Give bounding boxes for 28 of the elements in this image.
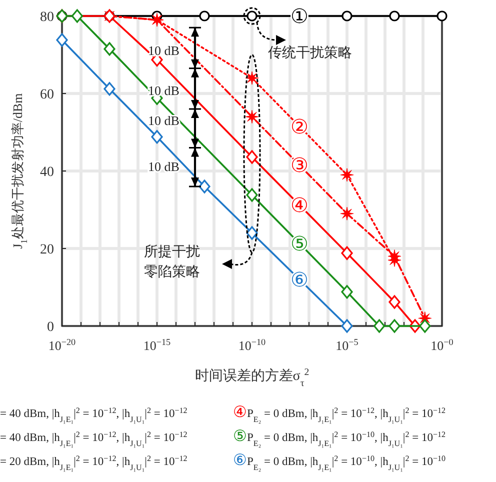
text: = 40 dBm, |h$_{J₁E₁}$|$^{2}$ = 10$^{−12}$, |h$_{J₁U₁}$|$^{2}$ = 10$^{−12}$	[0, 406, 188, 424]
annotation: 10 dB	[148, 159, 180, 174]
series-label: ⑤	[290, 233, 308, 256]
series-label: ③	[290, 155, 308, 178]
series-label: ⑥	[290, 269, 308, 292]
x-tick-label: 10$^{−5}$	[336, 337, 359, 353]
x-tick-label: 10$^{−15}$	[143, 337, 172, 353]
annotation: 零陷策略	[144, 264, 200, 280]
x-tick-label: 10$^{−0}$	[430, 337, 454, 353]
y-tick-label: 20	[40, 242, 54, 258]
text: ④P$_{E₂}$ = 0 dBm, |h$_{J₁E₁}$|$^{2}$ = 10$^{−12}$, |h$_{J₁U₁}$|$^{2}$ = 10$^{−12}$	[233, 404, 446, 424]
annotation: 传统干扰策略	[268, 45, 352, 61]
text: ⑤P$_{E₂}$ = 0 dBm, |h$_{J₁E₁}$|$^{2}$ = 10$^{−10}$, |h$_{J₁U₁}$|$^{2}$ = 10$^{−12}$	[233, 428, 446, 448]
y-tick-label: 40	[40, 165, 54, 180]
series-label: ②	[290, 116, 308, 138]
annotation: 10 dB	[148, 43, 180, 58]
text: ⑥P$_{E₂}$ = 0 dBm, |h$_{J₁E₁}$|$^{2}$ = 10$^{−10}$, |h$_{J₁U₁}$|$^{2}$ = 10$^{−10}$	[233, 452, 446, 472]
y-tick-label: 80	[40, 10, 54, 25]
y-tick-label: 60	[40, 88, 54, 102]
annotation: 10 dB	[148, 113, 180, 128]
series-label: ④	[290, 195, 308, 218]
text: = 20 dBm, |h$_{J₁E₁}$|$^{2}$ = 10$^{−12}$, |h$_{J₁U₁}$|$^{2}$ = 10$^{−12}$	[0, 454, 188, 472]
text: = 40 dBm, |h$_{J₁E₁}$|$^{2}$ = 10$^{−12}$, |h$_{J₁U₁}$|$^{2}$ = 10$^{−12}$	[0, 430, 188, 448]
x-tick-label: 10$^{−10}$	[238, 337, 266, 353]
y-tick-label: 0	[47, 320, 54, 335]
x-tick-label: 10$^{−20}$	[48, 337, 76, 353]
series-label: ①	[290, 6, 308, 28]
annotation: 所提干扰	[144, 244, 200, 260]
